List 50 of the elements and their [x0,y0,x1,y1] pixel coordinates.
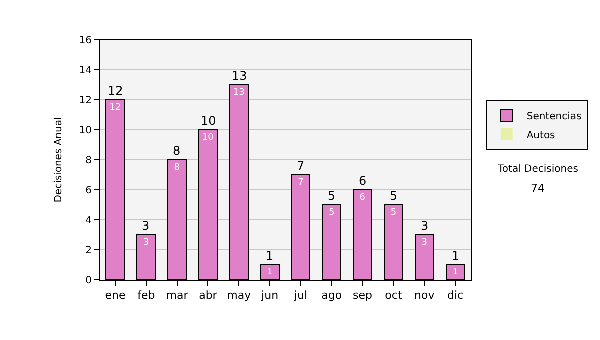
text: Total Decisiones [497,164,578,175]
legend-label: Sentencias [526,111,582,122]
data-label: 10 [202,133,214,143]
y-tick-label: 8 [86,156,92,166]
y-tick-label: 12 [79,96,92,106]
y-tick-label: 2 [86,246,92,256]
total-label: 10 [201,114,216,128]
y-tick-label: 14 [79,66,92,76]
legend-label: Autos [526,130,556,142]
data-label: 5 [390,208,397,218]
y-tick-label: 6 [86,186,92,196]
x-tick-label: abr [199,289,218,302]
y-tick-label: 16 [79,36,92,46]
total-label: 6 [359,174,367,188]
total-label: 1 [452,249,460,263]
x-tick-label: dic [447,289,464,302]
data-label: 7 [298,178,304,188]
total-label: 13 [232,69,248,83]
data-label: 1 [267,266,273,276]
data-label: 3 [422,238,428,248]
x-tick-label: nov [414,289,436,302]
data-label: 5 [329,208,335,218]
total-label: 1 [266,249,274,263]
x-tick-label: jun [260,289,279,302]
y-tick-label: 0 [86,276,92,286]
data-label: 1 [452,266,458,276]
y-tick-label: 4 [86,216,92,226]
data-label: 13 [233,88,245,98]
data-label: 12 [110,103,122,113]
x-tick-label: may [227,289,252,302]
total-label: 12 [108,84,124,98]
total-label: 3 [142,219,150,233]
y-axis-title: Decisiones Anual [53,117,64,203]
data-label: 8 [174,163,180,173]
total-label: 3 [421,219,429,233]
data-label: 6 [360,193,366,203]
x-tick-label: oct [385,289,403,302]
total-label: 7 [297,159,305,173]
total-label: 5 [390,189,398,203]
x-tick-label: jul [293,289,308,302]
x-tick-label: sep [353,289,373,302]
x-tick-label: feb [138,289,156,302]
x-tick-label: mar [166,289,189,302]
data-label: 3 [144,238,150,248]
y-tick-label: 10 [79,126,92,136]
x-tick-label: ago [322,289,342,302]
total-label: 5 [328,189,336,203]
text: 74 [531,182,545,195]
total-label: 8 [173,144,181,158]
x-tick-label: ene [105,289,126,302]
